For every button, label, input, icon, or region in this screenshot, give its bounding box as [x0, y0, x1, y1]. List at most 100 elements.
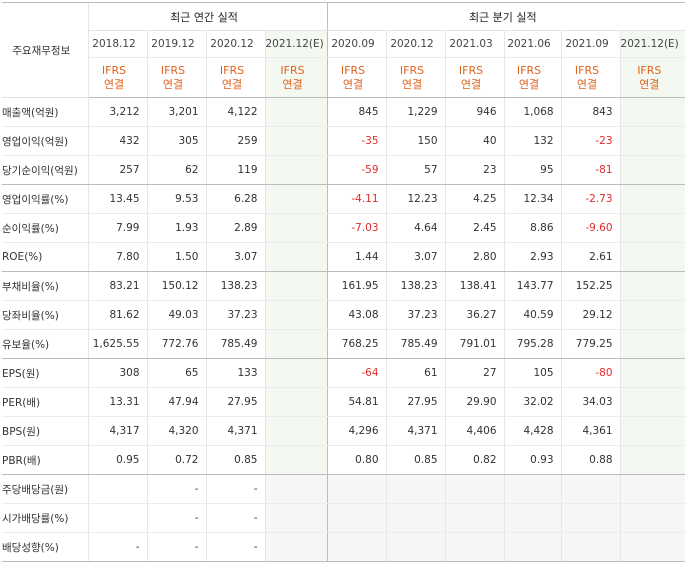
value-cell: 4,296: [326, 416, 387, 446]
period-header: 2020.12: [205, 30, 265, 58]
row-label: 영업이익(억원): [2, 126, 88, 156]
period-header: 2020.12: [385, 30, 446, 58]
ifrs-basis-header: IFRS 연결: [146, 57, 206, 98]
value-cell: [619, 184, 686, 214]
value-cell: 257: [87, 155, 147, 185]
table-row: 당좌비율(%) 81.62 49.03 37.23 43.08 37.23 36.27 40.…: [2, 300, 686, 330]
period-header: 2020.09: [326, 30, 387, 58]
row-label: PER(배): [2, 387, 88, 417]
value-cell: 12.23: [385, 184, 446, 214]
period-header: 2021.06: [503, 30, 562, 58]
value-cell: 308: [87, 358, 147, 388]
value-cell: -: [205, 532, 265, 562]
value-cell: -4.11: [326, 184, 387, 214]
value-cell: 7.99: [87, 213, 147, 243]
value-cell: [560, 474, 621, 504]
value-cell: 13.45: [87, 184, 147, 214]
value-cell: [619, 387, 686, 417]
value-cell: 845: [326, 97, 387, 127]
value-cell: 779.25: [560, 329, 621, 359]
value-cell: 843: [560, 97, 621, 127]
value-cell: -: [146, 474, 206, 504]
value-cell: [264, 97, 328, 127]
value-cell: 0.88: [560, 445, 621, 475]
consolidated-label: 연결: [103, 77, 125, 91]
table-row: 시가배당률(%) - -: [2, 503, 686, 533]
row-label: 매출액(억원): [2, 97, 88, 127]
value-cell: 61: [385, 358, 446, 388]
row-label: PBR(배): [2, 445, 88, 475]
period-header: 2021.12(E): [264, 30, 328, 58]
table-row: 유보율(%) 1,625.55 772.76 785.49 768.25 785.49 79…: [2, 329, 686, 359]
value-cell: [619, 329, 686, 359]
value-cell: 12.34: [503, 184, 562, 214]
value-cell: 40.59: [503, 300, 562, 330]
value-cell: 2.80: [444, 242, 505, 272]
ifrs-basis-header: IFRS 연결: [205, 57, 265, 98]
value-cell: 785.49: [205, 329, 265, 359]
row-label: 당좌비율(%): [2, 300, 88, 330]
value-cell: 23: [444, 155, 505, 185]
value-cell: 4,361: [560, 416, 621, 446]
value-cell: 3.07: [385, 242, 446, 272]
value-cell: -59: [326, 155, 387, 185]
value-cell: 4,317: [87, 416, 147, 446]
period-header-row: 2018.12 2019.12 2020.12 2021.12(E) 2020.09 20…: [2, 30, 686, 58]
value-cell: 47.94: [146, 387, 206, 417]
consolidated-label: 연결: [401, 77, 423, 91]
value-cell: [264, 503, 328, 533]
value-cell: 1,068: [503, 97, 562, 127]
table-row: PER(배) 13.31 47.94 27.95 54.81 27.95 29.90 32.0…: [2, 387, 686, 417]
value-cell: 772.76: [146, 329, 206, 359]
value-cell: -81: [560, 155, 621, 185]
row-label: 영업이익률(%): [2, 184, 88, 214]
value-cell: [619, 503, 686, 533]
row-label: 부채비율(%): [2, 271, 88, 301]
quarterly-group-header: 최근 분기 실적: [326, 2, 686, 31]
value-cell: -7.03: [326, 213, 387, 243]
value-cell: 40: [444, 126, 505, 156]
value-cell: 4,371: [205, 416, 265, 446]
value-cell: [264, 532, 328, 562]
value-cell: 37.23: [205, 300, 265, 330]
ifrs-label: IFRS: [160, 63, 186, 77]
value-cell: 1.44: [326, 242, 387, 272]
value-cell: [385, 474, 446, 504]
value-cell: -: [205, 474, 265, 504]
table-row: 순이익률(%) 7.99 1.93 2.89 -7.03 4.64 2.45 8.86 -9.6…: [2, 213, 686, 243]
value-cell: 3.07: [205, 242, 265, 272]
value-cell: [619, 271, 686, 301]
value-cell: [326, 503, 387, 533]
value-cell: [503, 532, 562, 562]
table-row: 영업이익(억원) 432 305 259 -35 150 40 132 -23: [2, 126, 686, 156]
value-cell: [326, 474, 387, 504]
ifrs-label: IFRS: [637, 63, 662, 77]
period-header: 2021.12(E): [619, 30, 686, 58]
ifrs-basis-header: IFRS 연결: [87, 57, 147, 98]
row-label: 당기순이익(억원): [2, 155, 88, 185]
value-cell: 0.85: [205, 445, 265, 475]
value-cell: 29.90: [444, 387, 505, 417]
value-cell: 138.23: [205, 271, 265, 301]
ifrs-basis-header: IFRS 연결: [560, 57, 621, 98]
value-cell: 0.95: [87, 445, 147, 475]
value-cell: 54.81: [326, 387, 387, 417]
consolidated-label: 연결: [342, 77, 364, 91]
value-cell: 8.86: [503, 213, 562, 243]
ifrs-basis-header: IFRS 연결: [264, 57, 328, 98]
value-cell: [264, 184, 328, 214]
table-row: EPS(원) 308 65 133 -64 61 27 105 -80: [2, 358, 686, 388]
ifrs-basis-header: IFRS 연결: [385, 57, 446, 98]
period-header: 2021.09: [560, 30, 621, 58]
value-cell: 1,625.55: [87, 329, 147, 359]
value-cell: [264, 300, 328, 330]
value-cell: [503, 503, 562, 533]
value-cell: 946: [444, 97, 505, 127]
value-cell: 4,320: [146, 416, 206, 446]
value-cell: 37.23: [385, 300, 446, 330]
value-cell: 29.12: [560, 300, 621, 330]
value-cell: 81.62: [87, 300, 147, 330]
value-cell: [619, 445, 686, 475]
value-cell: [264, 387, 328, 417]
annual-group-header: 최근 연간 실적: [87, 2, 328, 31]
